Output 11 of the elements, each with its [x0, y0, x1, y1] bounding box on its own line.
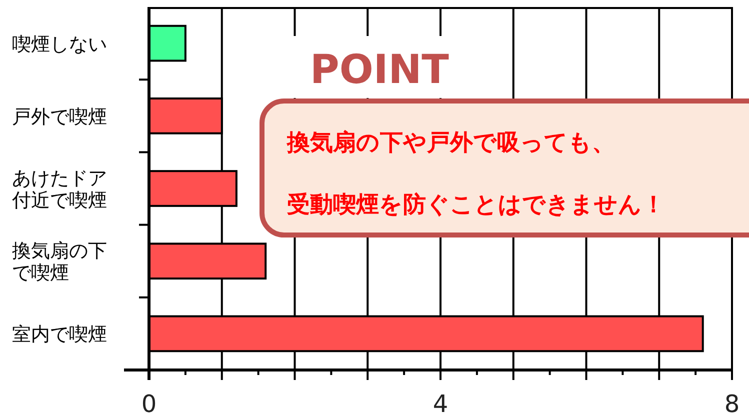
annotation: 受動喫煙を防ぐことはできません！	[287, 192, 665, 218]
x-tick-label: 0	[141, 390, 157, 418]
y-tick-label: 喫煙しない	[12, 33, 107, 56]
x-tick-label: 4	[432, 390, 448, 418]
y-tick-label: 室内で喫煙	[12, 324, 107, 346]
x-tick-label: 8	[724, 390, 740, 418]
annotation: POINT	[310, 47, 450, 93]
annotation: 換気扇の下や戸外で吸っても、	[286, 129, 615, 156]
y-tick-label: あけたドア付近で喫煙	[11, 168, 107, 212]
y-tick-label: 換気扇の下で喫煙	[12, 240, 107, 284]
y-tick-label: 戸外で喫煙	[12, 106, 107, 128]
